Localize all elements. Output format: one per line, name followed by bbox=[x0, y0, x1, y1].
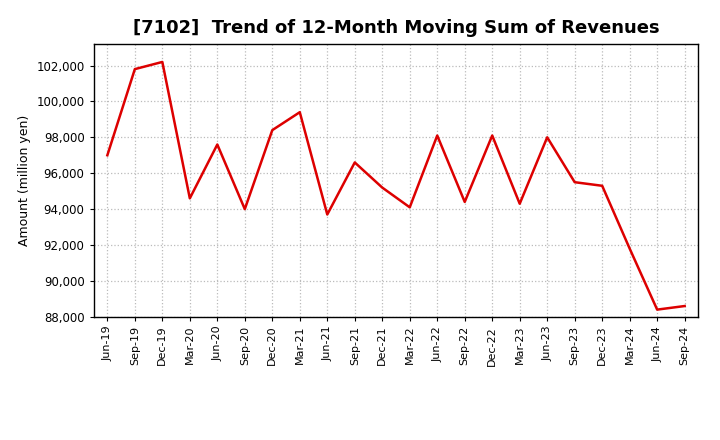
Y-axis label: Amount (million yen): Amount (million yen) bbox=[18, 115, 31, 246]
Title: [7102]  Trend of 12-Month Moving Sum of Revenues: [7102] Trend of 12-Month Moving Sum of R… bbox=[132, 19, 660, 37]
